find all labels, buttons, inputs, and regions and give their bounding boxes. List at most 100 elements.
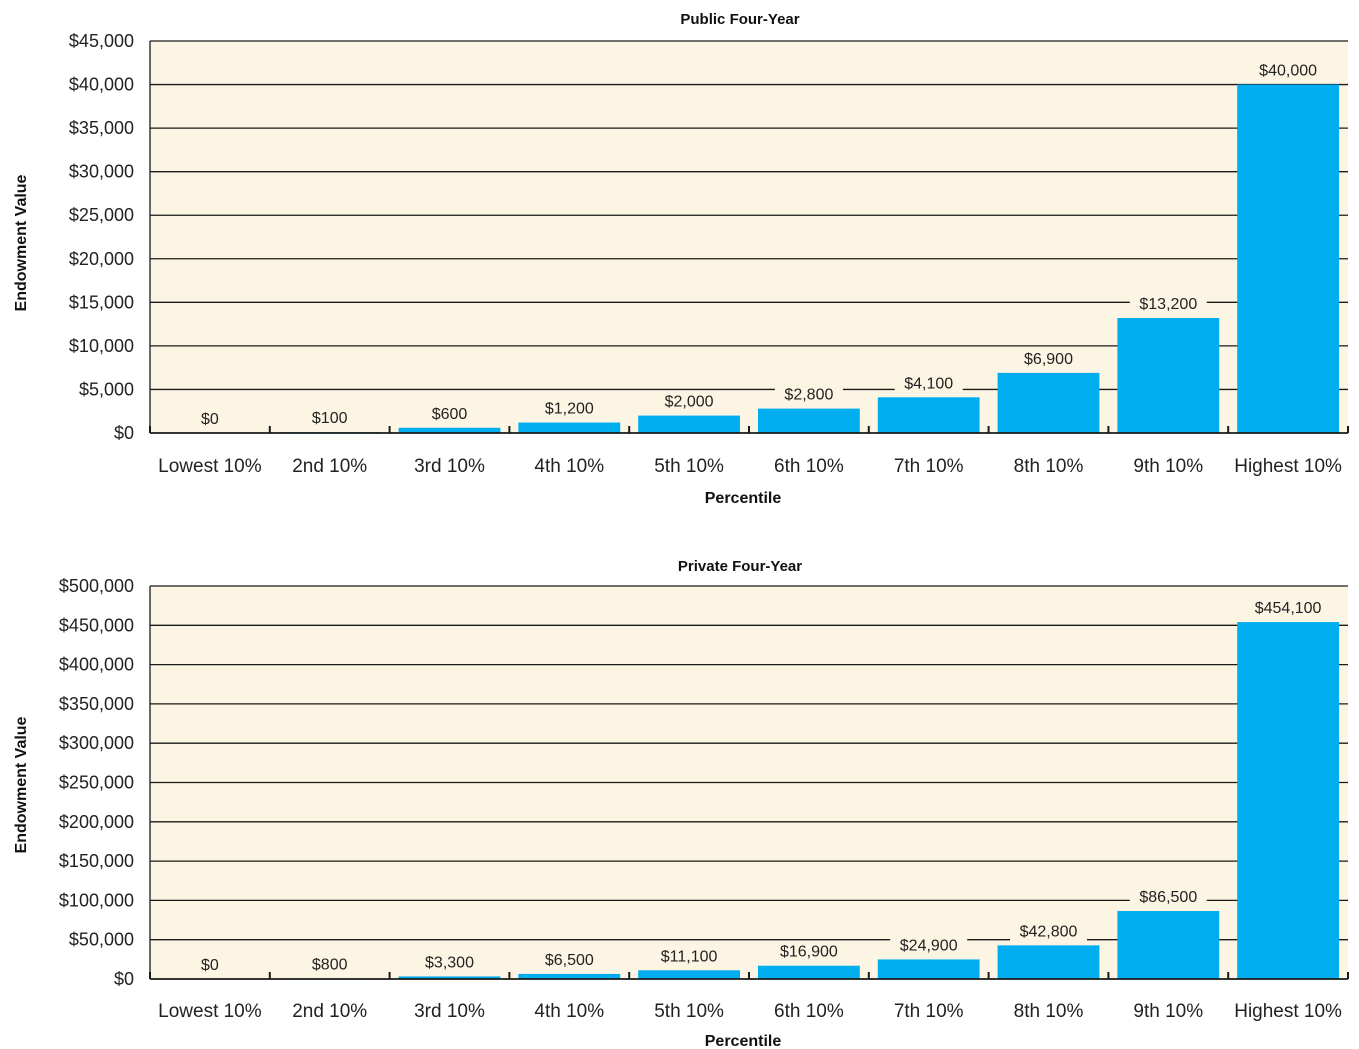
data-label: $100 bbox=[312, 410, 348, 427]
bar bbox=[757, 408, 860, 433]
data-label-bg bbox=[894, 372, 963, 394]
data-label: $2,800 bbox=[784, 387, 833, 404]
y-tick-label: $300,000 bbox=[59, 733, 134, 753]
x-tick-label: 7th 10% bbox=[894, 1001, 964, 1022]
data-label: $13,200 bbox=[1139, 296, 1197, 313]
data-label-bg bbox=[774, 383, 843, 405]
y-tick-label: $250,000 bbox=[59, 773, 134, 793]
y-tick-label: $100,000 bbox=[59, 890, 134, 910]
y-tick-label: $15,000 bbox=[69, 292, 134, 312]
data-label-bg bbox=[1129, 886, 1207, 908]
x-tick-label: 4th 10% bbox=[534, 456, 604, 477]
y-tick-label: $10,000 bbox=[69, 336, 134, 356]
x-tick-label: 6th 10% bbox=[774, 1001, 844, 1022]
data-label-bg bbox=[1245, 597, 1332, 619]
y-tick-label: $40,000 bbox=[69, 75, 134, 95]
x-tick-label: 2nd 10% bbox=[292, 1001, 367, 1022]
data-label-bg bbox=[535, 948, 604, 970]
data-label: $11,100 bbox=[661, 948, 718, 965]
bar bbox=[1117, 911, 1220, 979]
data-label-bg bbox=[424, 402, 475, 424]
x-tick-label: Highest 10% bbox=[1234, 1001, 1342, 1022]
data-label: $16,900 bbox=[780, 944, 838, 961]
y-tick-label: $0 bbox=[114, 423, 134, 443]
bar bbox=[877, 959, 980, 979]
x-tick-label: 5th 10% bbox=[654, 456, 724, 477]
data-label-bg bbox=[1249, 59, 1327, 81]
y-tick-label: $400,000 bbox=[59, 655, 134, 675]
data-label-bg bbox=[535, 397, 604, 419]
y-tick-label: $450,000 bbox=[59, 615, 134, 635]
x-tick-label: 8th 10% bbox=[1014, 456, 1084, 477]
x-tick-label: Lowest 10% bbox=[158, 456, 262, 477]
y-tick-label: $350,000 bbox=[59, 694, 134, 714]
y-tick-label: $25,000 bbox=[69, 205, 134, 225]
data-label-bg bbox=[1010, 920, 1087, 942]
bar bbox=[1237, 84, 1340, 434]
data-label: $6,500 bbox=[545, 952, 594, 969]
x-tick-label: 2nd 10% bbox=[292, 456, 367, 477]
y-tick-label: $50,000 bbox=[69, 930, 134, 950]
data-label: $2,000 bbox=[665, 394, 714, 411]
y-tick-label: $20,000 bbox=[69, 249, 134, 269]
y-tick-label: $35,000 bbox=[69, 118, 134, 138]
x-tick-label: 8th 10% bbox=[1014, 1001, 1084, 1022]
bar bbox=[638, 415, 741, 433]
data-label-bg bbox=[1129, 293, 1207, 315]
data-label: $40,000 bbox=[1259, 63, 1317, 80]
bar bbox=[398, 976, 501, 979]
x-tick-label: 6th 10% bbox=[774, 456, 844, 477]
data-label: $800 bbox=[312, 956, 348, 973]
data-label-bg bbox=[304, 407, 355, 429]
data-label-bg bbox=[193, 954, 226, 975]
data-label: $42,800 bbox=[1020, 923, 1078, 940]
bar bbox=[1237, 622, 1340, 979]
x-tick-label: Lowest 10% bbox=[158, 1001, 262, 1022]
x-tick-label: 4th 10% bbox=[534, 1001, 604, 1022]
data-label-bg bbox=[1014, 347, 1083, 369]
x-axis-title: Percentile bbox=[705, 1033, 782, 1049]
bar bbox=[1117, 318, 1220, 433]
y-tick-label: $5,000 bbox=[79, 379, 134, 399]
bar bbox=[518, 973, 621, 979]
data-label: $600 bbox=[432, 406, 468, 423]
y-tick-label: $200,000 bbox=[59, 812, 134, 832]
bar bbox=[518, 422, 621, 433]
data-label: $4,100 bbox=[904, 375, 953, 392]
data-label: $6,900 bbox=[1024, 351, 1073, 368]
bar bbox=[757, 965, 860, 979]
chart-title: Private Four-Year bbox=[678, 558, 802, 575]
data-label-bg bbox=[655, 390, 724, 412]
bar bbox=[877, 397, 980, 433]
data-label: $24,900 bbox=[900, 937, 958, 954]
data-label: $0 bbox=[201, 411, 219, 428]
x-tick-label: 3rd 10% bbox=[414, 1001, 485, 1022]
x-tick-label: 3rd 10% bbox=[414, 456, 485, 477]
bar bbox=[997, 372, 1100, 433]
data-label-bg bbox=[304, 953, 355, 975]
data-label: $0 bbox=[201, 957, 219, 974]
data-label-bg bbox=[890, 934, 968, 956]
y-tick-label: $500,000 bbox=[59, 576, 134, 596]
bar bbox=[997, 945, 1100, 979]
y-tick-label: $45,000 bbox=[69, 31, 134, 51]
data-label: $1,200 bbox=[545, 401, 594, 418]
y-axis-title: Endowment Value bbox=[13, 174, 30, 311]
data-label-bg bbox=[415, 951, 484, 973]
x-tick-label: Highest 10% bbox=[1234, 456, 1342, 477]
chart-title: Public Four-Year bbox=[680, 11, 799, 28]
bar bbox=[398, 427, 501, 433]
x-axis-title: Percentile bbox=[705, 490, 782, 507]
data-label: $454,100 bbox=[1255, 600, 1322, 617]
y-tick-label: $150,000 bbox=[59, 851, 134, 871]
x-tick-label: 7th 10% bbox=[894, 456, 964, 477]
x-tick-label: 9th 10% bbox=[1133, 1001, 1203, 1022]
data-label-bg bbox=[193, 408, 226, 429]
y-axis-title: Endowment Value bbox=[13, 716, 30, 853]
data-label-bg bbox=[650, 945, 728, 967]
y-tick-label: $30,000 bbox=[69, 162, 134, 182]
bar bbox=[638, 970, 741, 979]
x-tick-label: 5th 10% bbox=[654, 1001, 724, 1022]
chart-private-four-year: Private Four-Year Endowment Value Percen… bbox=[13, 558, 1349, 1049]
